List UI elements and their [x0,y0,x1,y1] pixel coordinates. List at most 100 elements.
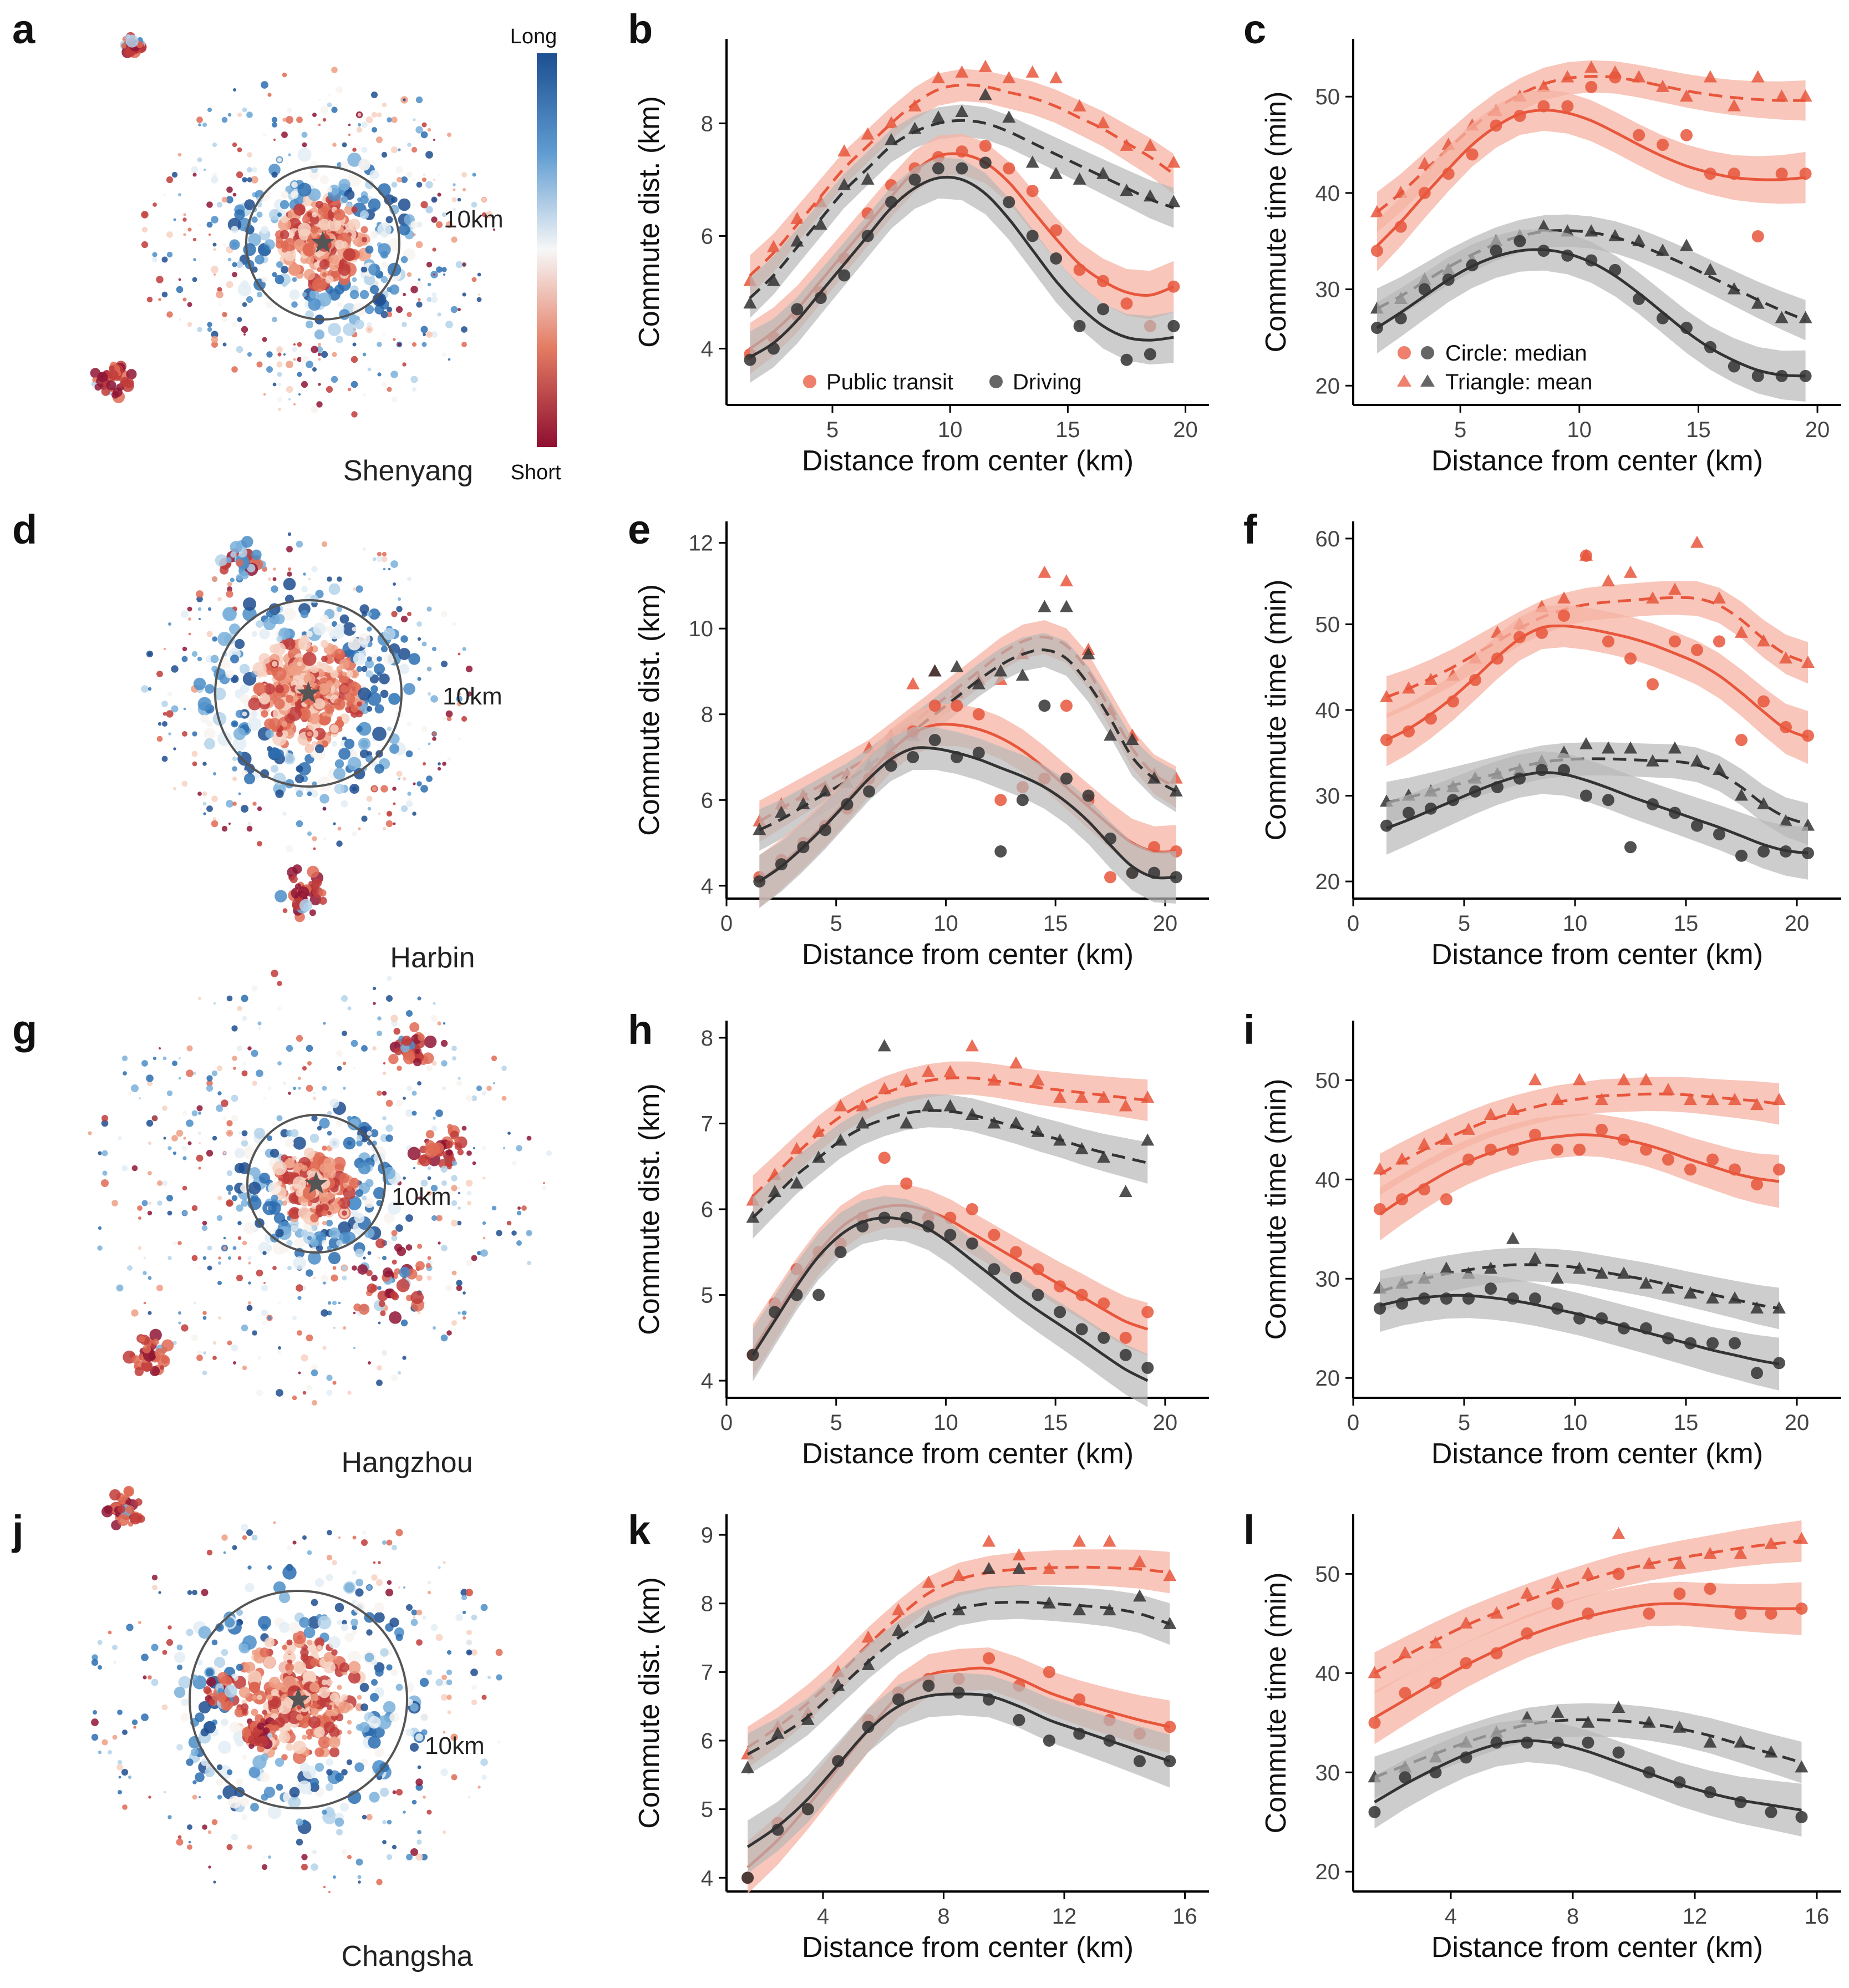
map-dot [355,1189,363,1197]
map-dot [302,292,307,297]
map-dot [382,1540,387,1545]
map-dot [376,1879,383,1885]
map-dot [280,230,289,240]
map-dot [232,802,237,806]
data-point-circle [1133,1755,1146,1768]
map-dot [382,1820,387,1824]
map-dot [237,1006,242,1011]
map-dot [259,628,270,640]
map-dot [162,1105,167,1111]
map-dot [407,577,412,581]
map-dot [294,774,304,784]
y-tick-label: 7 [701,1660,713,1685]
map-dot [337,1685,342,1690]
map-dot [410,376,418,383]
map-dot [433,179,435,181]
map-dot [391,611,398,617]
map-dot [337,302,342,307]
map-dot [382,102,387,108]
map-dot [482,197,486,202]
map-dot [352,1265,357,1271]
data-point-circle [1485,1282,1497,1295]
map-dot [161,755,168,762]
map-dot [243,597,256,611]
data-point-circle [1167,320,1180,332]
map-dot [364,1228,375,1239]
map-dot [232,1246,237,1250]
map-dot [355,1588,364,1597]
map-dot [251,1649,258,1656]
map-dot [161,291,168,298]
map-dot [177,153,182,157]
map-dot [262,1710,267,1715]
map-dot [375,1579,383,1586]
data-point-circle [1164,1721,1176,1733]
map-dot [424,1035,437,1048]
map-dot [286,845,293,853]
map-dot [101,1739,108,1746]
map-dot [301,1165,308,1172]
map-dot [403,1810,406,1814]
map-dot [247,167,252,173]
map-dot [330,670,339,678]
map-dot [246,825,253,832]
map-dot [453,183,456,186]
map-dot [141,226,148,233]
map-dot [121,43,127,49]
map-dot [378,183,391,196]
map-dot [258,1616,271,1629]
map-dot [247,352,252,357]
map-dot [146,1074,154,1082]
map-dot [447,1710,451,1715]
data-point-circle [1429,1766,1442,1779]
map-dot [333,698,346,710]
map-dot [377,1365,382,1371]
map-dot [441,1060,448,1067]
map-dot [252,1330,257,1336]
data-point-circle [1418,186,1431,199]
data-point-circle [1551,1598,1564,1610]
map-dot [314,1727,325,1738]
map-dot [319,896,327,905]
map-dot [296,765,303,773]
map-dot [237,1236,242,1240]
map-dot [278,1346,281,1350]
map-dot [258,693,271,705]
map-dot [178,1321,181,1325]
map-dot [293,358,296,361]
map-dot [392,1545,397,1550]
map-dot [412,1110,417,1116]
map-dot [240,571,249,580]
map-dot [319,683,330,694]
map-dot [407,312,412,317]
map-dot [319,259,330,270]
map-dot [204,728,216,740]
x-tick-label: 10 [1567,418,1592,442]
map-dot [282,812,287,816]
map-dot [343,1087,346,1090]
map-dot [211,1819,218,1825]
legend-median-label: Circle: median [1445,341,1587,366]
map-dot [218,1741,231,1754]
map-dot [277,212,282,217]
data-point-circle [1551,1143,1563,1156]
map-dot [177,1835,182,1839]
map-dot [466,1649,473,1656]
map-dot [527,1261,531,1265]
map-dot [186,1045,193,1052]
map-dot [334,240,344,250]
map-dot [198,223,201,226]
map-dot [394,1244,403,1252]
map-dot [349,784,359,794]
map-dot [328,1636,341,1649]
colorbar [537,53,557,447]
panel-letter-b: b [628,6,653,52]
map-dot [139,1336,146,1342]
data-point-circle [988,1263,1000,1276]
map-dot [382,552,387,556]
map-dot [216,201,223,208]
map-dot [406,1854,413,1860]
data-point-circle [908,173,921,186]
map-dot [159,1047,161,1049]
map-dot [277,1180,282,1186]
